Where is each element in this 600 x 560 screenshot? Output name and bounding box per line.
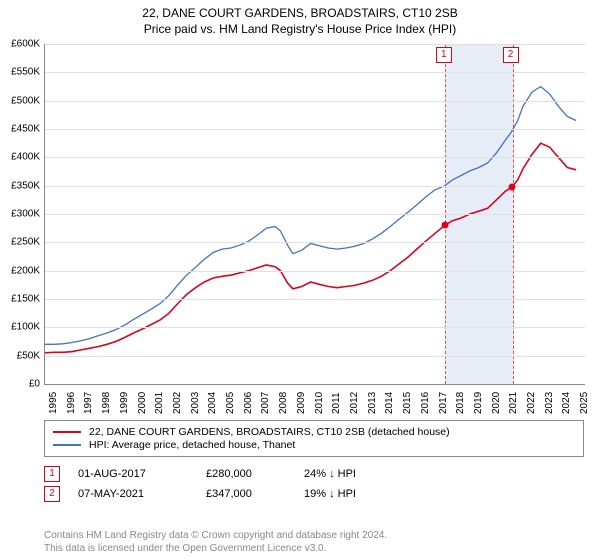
gridline-h <box>45 299 585 300</box>
sale-row: 2 07-MAY-2021 £347,000 19% ↓ HPI <box>44 486 584 502</box>
series-line-price_paid <box>45 143 576 353</box>
xtick-label: 2018 <box>455 392 466 414</box>
sale-price: £347,000 <box>206 488 286 500</box>
ytick-label: £50K <box>0 350 40 361</box>
sale-point <box>441 222 448 229</box>
legend-swatch <box>53 444 81 446</box>
legend-swatch <box>53 431 81 433</box>
plot-area <box>44 44 585 385</box>
gridline-h <box>45 186 585 187</box>
series-line-hpi <box>45 87 576 345</box>
xtick-label: 2010 <box>314 392 325 414</box>
xtick-label: 2012 <box>349 392 360 414</box>
ytick-label: £400K <box>0 152 40 163</box>
ytick-label: £450K <box>0 124 40 135</box>
gridline-h <box>45 356 585 357</box>
xtick-label: 2021 <box>508 392 519 414</box>
xtick-label: 2011 <box>331 392 342 414</box>
top-marker: 2 <box>503 47 519 63</box>
sale-diff: 24% ↓ HPI <box>304 468 394 480</box>
xtick-label: 2000 <box>137 392 148 414</box>
sale-index-badge: 1 <box>44 466 60 482</box>
xtick-label: 2014 <box>384 392 395 414</box>
xtick-label: 2025 <box>579 392 590 414</box>
gridline-h <box>45 44 585 45</box>
gridline-h <box>45 157 585 158</box>
legend-row: 22, DANE COURT GARDENS, BROADSTAIRS, CT1… <box>53 426 575 438</box>
xtick-label: 2006 <box>243 392 254 414</box>
sale-date: 07-MAY-2021 <box>78 488 188 500</box>
xtick-label: 2024 <box>561 392 572 414</box>
xtick-label: 2003 <box>190 392 201 414</box>
xtick-label: 1996 <box>66 392 77 414</box>
gridline-h <box>45 72 585 73</box>
footer-line1: Contains HM Land Registry data © Crown c… <box>44 530 584 543</box>
xtick-label: 2009 <box>296 392 307 414</box>
xtick-label: 2005 <box>225 392 236 414</box>
xtick-label: 1997 <box>83 392 94 414</box>
footer-line2: This data is licensed under the Open Gov… <box>44 543 584 556</box>
xtick-label: 1995 <box>48 392 59 414</box>
ytick-label: £600K <box>0 39 40 50</box>
xtick-label: 2022 <box>526 392 537 414</box>
xtick-label: 2007 <box>260 392 271 414</box>
xtick-label: 1999 <box>119 392 130 414</box>
sale-diff: 19% ↓ HPI <box>304 488 394 500</box>
gridline-h <box>45 214 585 215</box>
sale-date: 01-AUG-2017 <box>78 468 188 480</box>
ytick-label: £500K <box>0 95 40 106</box>
gridline-h <box>45 129 585 130</box>
xtick-label: 2023 <box>544 392 555 414</box>
legend-label: 22, DANE COURT GARDENS, BROADSTAIRS, CT1… <box>89 426 450 438</box>
gridline-h <box>45 242 585 243</box>
xtick-label: 2002 <box>172 392 183 414</box>
footer-attribution: Contains HM Land Registry data © Crown c… <box>44 530 584 555</box>
sales-table: 1 01-AUG-2017 £280,000 24% ↓ HPI 2 07-MA… <box>44 462 584 502</box>
chart-title-line1: 22, DANE COURT GARDENS, BROADSTAIRS, CT1… <box>0 0 600 20</box>
legend-label: HPI: Average price, detached house, Than… <box>89 439 295 451</box>
ytick-label: £550K <box>0 67 40 78</box>
ytick-label: £300K <box>0 209 40 220</box>
legend-box: 22, DANE COURT GARDENS, BROADSTAIRS, CT1… <box>44 420 584 457</box>
xtick-label: 2008 <box>278 392 289 414</box>
xtick-label: 2019 <box>473 392 484 414</box>
sale-point <box>508 184 515 191</box>
xtick-label: 2001 <box>154 392 165 414</box>
ytick-label: £0 <box>0 379 40 390</box>
ytick-label: £150K <box>0 294 40 305</box>
xtick-label: 2016 <box>420 392 431 414</box>
chart-container: 22, DANE COURT GARDENS, BROADSTAIRS, CT1… <box>0 0 600 560</box>
top-marker: 1 <box>436 47 452 63</box>
ytick-label: £250K <box>0 237 40 248</box>
xtick-label: 2015 <box>402 392 413 414</box>
sale-index-badge: 2 <box>44 486 60 502</box>
chart-title-line2: Price paid vs. HM Land Registry's House … <box>0 20 600 40</box>
legend-row: HPI: Average price, detached house, Than… <box>53 439 575 451</box>
xtick-label: 2017 <box>438 392 449 414</box>
gridline-h <box>45 101 585 102</box>
sale-row: 1 01-AUG-2017 £280,000 24% ↓ HPI <box>44 466 584 482</box>
xtick-label: 2013 <box>367 392 378 414</box>
xtick-label: 1998 <box>101 392 112 414</box>
ytick-label: £200K <box>0 265 40 276</box>
ytick-label: £350K <box>0 180 40 191</box>
sale-price: £280,000 <box>206 468 286 480</box>
gridline-h <box>45 271 585 272</box>
gridline-h <box>45 327 585 328</box>
xtick-label: 2004 <box>207 392 218 414</box>
ytick-label: £100K <box>0 322 40 333</box>
xtick-label: 2020 <box>491 392 502 414</box>
